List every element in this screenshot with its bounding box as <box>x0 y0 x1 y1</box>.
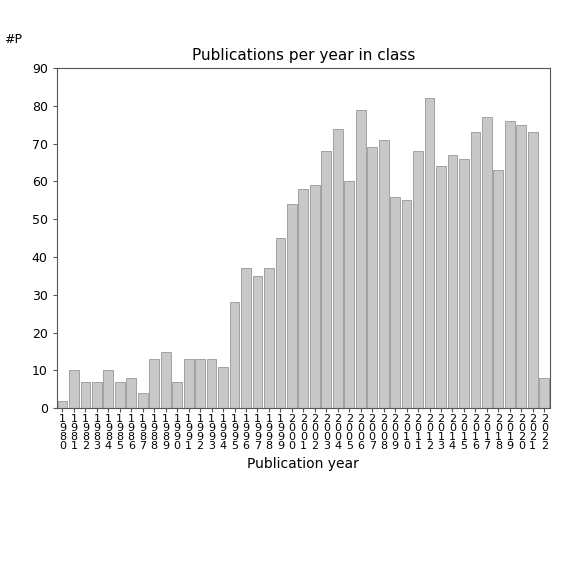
Bar <box>195 359 205 408</box>
Bar <box>81 382 90 408</box>
Bar <box>138 393 147 408</box>
Bar <box>218 367 228 408</box>
Bar <box>379 140 388 408</box>
Bar <box>115 382 125 408</box>
Bar <box>184 359 193 408</box>
Bar <box>401 200 412 408</box>
Bar <box>333 129 342 408</box>
Bar <box>505 121 515 408</box>
Bar <box>298 189 308 408</box>
Title: Publications per year in class: Publications per year in class <box>192 48 415 63</box>
Bar <box>69 370 79 408</box>
Bar <box>92 382 101 408</box>
Bar <box>264 268 274 408</box>
Bar <box>161 352 171 408</box>
Bar <box>528 132 538 408</box>
Bar <box>287 204 297 408</box>
Bar <box>493 170 503 408</box>
Bar <box>459 159 469 408</box>
Bar <box>252 276 263 408</box>
Bar <box>149 359 159 408</box>
Bar <box>447 155 458 408</box>
Bar <box>436 166 446 408</box>
Bar <box>539 378 549 408</box>
Bar <box>103 370 113 408</box>
Bar <box>241 268 251 408</box>
Bar <box>482 117 492 408</box>
Text: #P: #P <box>4 33 22 46</box>
Bar <box>390 197 400 408</box>
Bar <box>321 151 331 408</box>
Bar <box>58 401 67 408</box>
Bar <box>471 132 480 408</box>
Bar <box>126 378 136 408</box>
Bar <box>344 181 354 408</box>
Bar <box>276 238 285 408</box>
Bar <box>425 98 434 408</box>
X-axis label: Publication year: Publication year <box>247 457 359 471</box>
Bar <box>367 147 377 408</box>
Bar <box>310 185 320 408</box>
Bar <box>207 359 217 408</box>
Bar <box>413 151 423 408</box>
Bar <box>172 382 182 408</box>
Bar <box>356 109 366 408</box>
Bar <box>230 302 239 408</box>
Bar <box>517 125 526 408</box>
